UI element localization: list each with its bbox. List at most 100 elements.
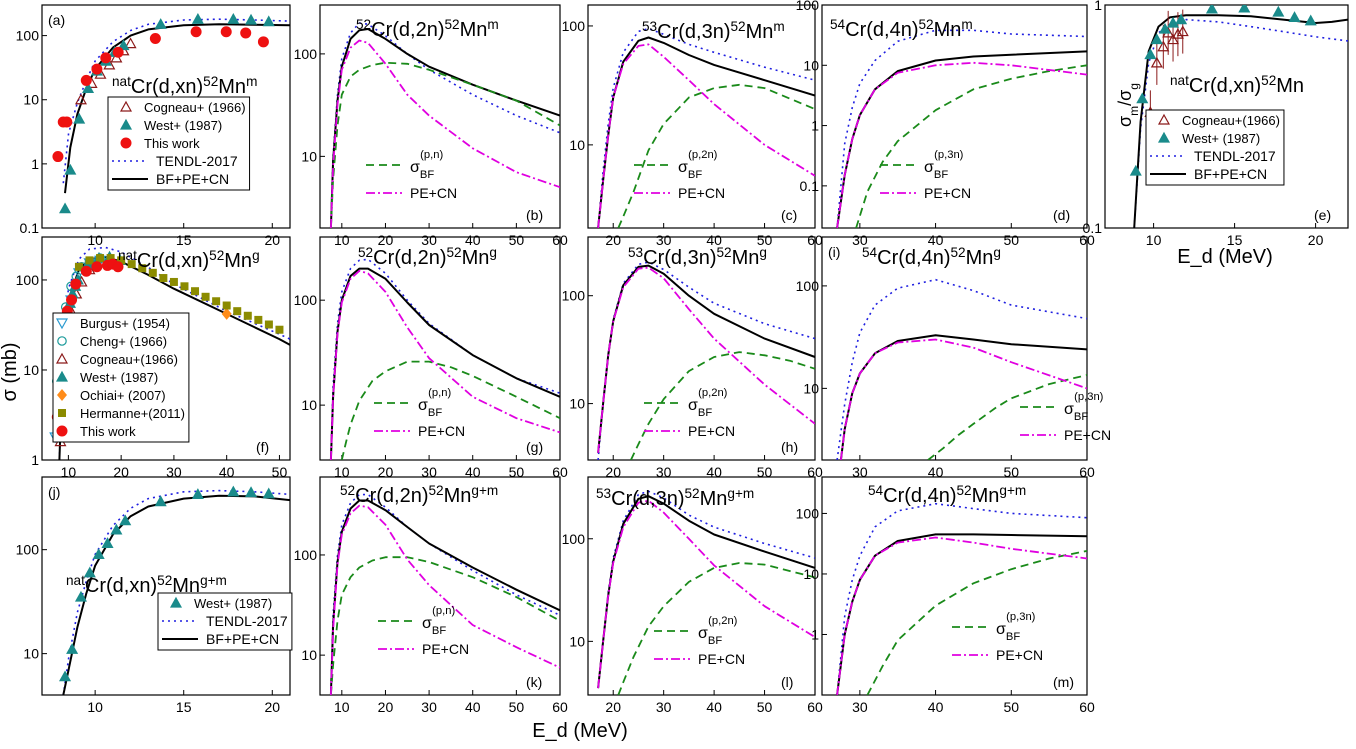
legend: Cogneau+ (1966) West+ (1987) This work TEND…: [107, 96, 251, 191]
panel-title: 53Cr(d,3n)52Mng+m: [596, 486, 754, 511]
series-line-pecn: [597, 43, 815, 228]
legend: σBF(p,n) PE+CN: [366, 149, 457, 201]
plot-area: [52, 12, 290, 214]
legend-label: West+ (1987): [80, 370, 158, 385]
legend: σBF(p,3n) PE+CN: [1020, 391, 1111, 443]
x-tick-label: 50: [509, 699, 525, 715]
legend-label: σBF(p,n): [418, 387, 451, 419]
panel-title: 54Cr(d,4n)52Mng+m: [868, 483, 1026, 508]
legend-label: σBF(p,3n): [996, 611, 1036, 643]
series-line-bf: [927, 374, 1087, 460]
x-tick-label: 60: [552, 699, 568, 715]
data-point-west: [92, 548, 105, 560]
series-line-pecn: [597, 499, 815, 689]
data-point-cogneau: [1171, 27, 1184, 39]
panel-d: 30 40 50 600.1110100(d)54Cr(d,4n)52MnmσBF(p…: [796, 0, 1095, 248]
series-line-bfpecn: [1133, 14, 1348, 228]
plot-area: [597, 27, 815, 228]
legend: Cogneau+(1966) West+ (1987) TENDL-2017 BF+P…: [1145, 109, 1285, 186]
data-point-thiswork: [80, 74, 92, 86]
series-line-tendl: [836, 502, 1087, 695]
data-point-cogneau: [1157, 40, 1170, 52]
series-line-bfpecn: [62, 494, 290, 695]
data-point-west: [1150, 33, 1163, 45]
plot-area: [59, 485, 290, 695]
y-tick-label: 100: [16, 272, 40, 288]
y-tick-label: 100: [562, 288, 586, 304]
panel-label: (f): [256, 439, 269, 455]
data-point-west: [1238, 5, 1251, 13]
panel-frame: [821, 4, 1088, 229]
legend: σBF(p,n) PE+CN: [378, 605, 469, 657]
legend-label: Ochiai+ (2007): [80, 388, 166, 403]
data-point-hermanne: [243, 311, 252, 320]
x-tick-label: 40: [706, 699, 722, 715]
series-line-bf: [340, 360, 560, 460]
data-point-cogneau: [124, 37, 137, 49]
legend-label: BF+PE+CN: [206, 631, 279, 647]
y-axis-label-ratio: σm/σg: [1115, 83, 1141, 127]
panel-f: 10 20 30 40 50 1 10 100 (f) natCr(d,xn)52Mng Burgu…: [16, 236, 291, 480]
y-tick-label: 100: [16, 28, 40, 44]
x-tick-label: 50: [757, 232, 773, 248]
y-tick-label: 10: [569, 396, 585, 412]
series-line-tendl: [62, 18, 290, 184]
x-tick-label: 30: [852, 699, 868, 715]
legend-label: σBF(p,2n): [698, 615, 738, 647]
x-tick-label: 30: [166, 464, 182, 480]
panel-title: 52Cr(d,2n)52Mnm: [356, 17, 499, 42]
plot-area: [329, 493, 560, 695]
x-tick-label: 40: [928, 232, 944, 248]
data-point-west: [1288, 11, 1301, 22]
x-tick-label: 60: [807, 699, 823, 715]
legend-label: Burgus+ (1954): [80, 316, 170, 331]
series-line-tendl: [597, 27, 815, 228]
data-point-cogneau: [1167, 33, 1180, 45]
legend-label: TENDL-2017: [156, 153, 238, 169]
y-tick-label: 0.1: [20, 220, 40, 236]
data-point-thiswork: [91, 63, 103, 75]
series-line-bf: [617, 562, 815, 695]
panel-frame: [821, 236, 1088, 461]
panel-h: 20 30 40 50 60 10 100 (h) 53Cr(d,3n)52Mng σBF(p,2…: [562, 236, 823, 480]
legend-label: Cheng+ (1966): [80, 334, 167, 349]
data-point-cogneau: [1176, 25, 1189, 37]
x-tick-label: 15: [176, 699, 192, 715]
legend-label: Cogneau+(1966): [80, 352, 178, 367]
series-line-bf: [855, 64, 1087, 228]
data-point-west: [1304, 14, 1317, 26]
panel-frame: [319, 236, 561, 461]
data-point-west: [73, 112, 86, 124]
data-point-thiswork: [100, 52, 112, 64]
y-tick-label: 10: [569, 633, 585, 649]
y-tick-label: 1: [811, 118, 819, 134]
panel-label: (l): [781, 674, 793, 690]
series-line-bf: [630, 351, 815, 460]
x-tick-label: 30: [656, 699, 672, 715]
data-point-west: [154, 18, 167, 29]
plot-area: [836, 502, 1087, 695]
y-tick-label: 10: [23, 92, 39, 108]
series-line-tendl: [1133, 18, 1348, 228]
panel-title: 53Cr(d,3n)52Mng: [628, 245, 767, 270]
legend-marker-cogneau: [1157, 113, 1171, 125]
y-tick-label: 10: [23, 362, 39, 378]
x-tick-label: 50: [1003, 699, 1019, 715]
data-point-hermanne: [96, 254, 105, 263]
legend-marker-burgus: [55, 318, 69, 330]
data-point-cogneau: [74, 93, 87, 105]
legend-marker-west: [119, 118, 133, 130]
x-tick-label: 50: [509, 464, 525, 480]
panel-title: 54Cr(d,4n)52Mnm: [830, 17, 973, 42]
series-line-pecn: [836, 536, 1087, 695]
panel-label: (h): [781, 439, 798, 455]
panel-title: 53Cr(d,3n)52Mnm: [642, 19, 785, 44]
x-tick-label: 50: [509, 232, 525, 248]
y-tick-label: 1: [31, 452, 39, 468]
data-point-hermanne: [233, 307, 242, 316]
legend-marker-cogneau: [55, 352, 69, 364]
panel-frame: [319, 476, 561, 696]
legend-label: West+ (1987): [1182, 131, 1260, 146]
x-tick-label: 40: [928, 464, 944, 480]
